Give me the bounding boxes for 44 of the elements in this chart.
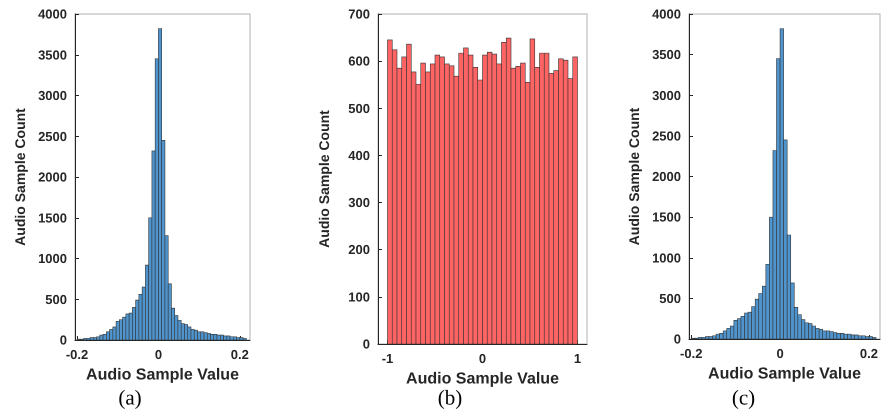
- y-tick-label: 1000: [652, 250, 681, 266]
- x-axis-title: Audio Sample Value: [708, 366, 862, 382]
- y-axis-title: Audio Sample Count: [316, 110, 332, 248]
- y-tick-label: 1500: [38, 210, 67, 226]
- x-tick-label: 0.2: [860, 346, 878, 361]
- y-tick-label: 2000: [652, 169, 681, 184]
- text: (b): [438, 386, 462, 410]
- text: (c): [732, 386, 756, 410]
- y-tick-label: 3000: [38, 88, 67, 103]
- y-tick-label: 0: [60, 332, 67, 348]
- text: (a): [118, 386, 142, 410]
- y-axis-title: Audio Sample Count: [12, 108, 28, 246]
- y-tick-label: 4000: [652, 6, 681, 22]
- y-tick-label: 700: [348, 6, 370, 22]
- x-tick-label: 0: [154, 347, 162, 362]
- y-axis-title: Audio Sample Count: [626, 107, 642, 246]
- y-tick-label: 4000: [38, 6, 67, 22]
- y-tick-label: 600: [348, 54, 370, 69]
- y-tick-label: 100: [348, 289, 370, 304]
- x-tick-label: 0: [478, 351, 486, 366]
- x-tick-label: -0.2: [680, 346, 702, 361]
- x-tick-label: 0: [776, 346, 784, 361]
- x-tick-label: 1: [574, 351, 582, 366]
- y-tick-label: 0: [674, 332, 681, 346]
- y-tick-label: 2500: [38, 128, 67, 144]
- y-tick-label: 200: [348, 242, 370, 258]
- y-tick-label: 500: [659, 290, 681, 306]
- y-tick-label: 1000: [38, 251, 67, 266]
- y-tick-label: 500: [348, 100, 370, 116]
- y-tick-label: 0: [362, 336, 370, 352]
- y-tick-label: 2500: [652, 128, 681, 144]
- y-tick-label: 400: [348, 148, 370, 163]
- y-tick-label: 2000: [38, 170, 67, 184]
- x-axis-title: Audio Sample Value: [406, 370, 560, 388]
- x-axis-title: Audio Sample Value: [86, 366, 240, 384]
- y-tick-label: 3000: [652, 88, 681, 103]
- y-tick-label: 3500: [652, 47, 681, 62]
- y-tick-label: 3500: [38, 47, 67, 62]
- y-tick-label: 500: [45, 292, 67, 307]
- y-tick-label: 1500: [652, 210, 681, 225]
- x-tick-label: -1: [382, 351, 394, 366]
- x-tick-label: -0.2: [66, 347, 88, 362]
- y-tick-label: 300: [348, 195, 370, 210]
- x-tick-label: 0.2: [230, 347, 249, 362]
